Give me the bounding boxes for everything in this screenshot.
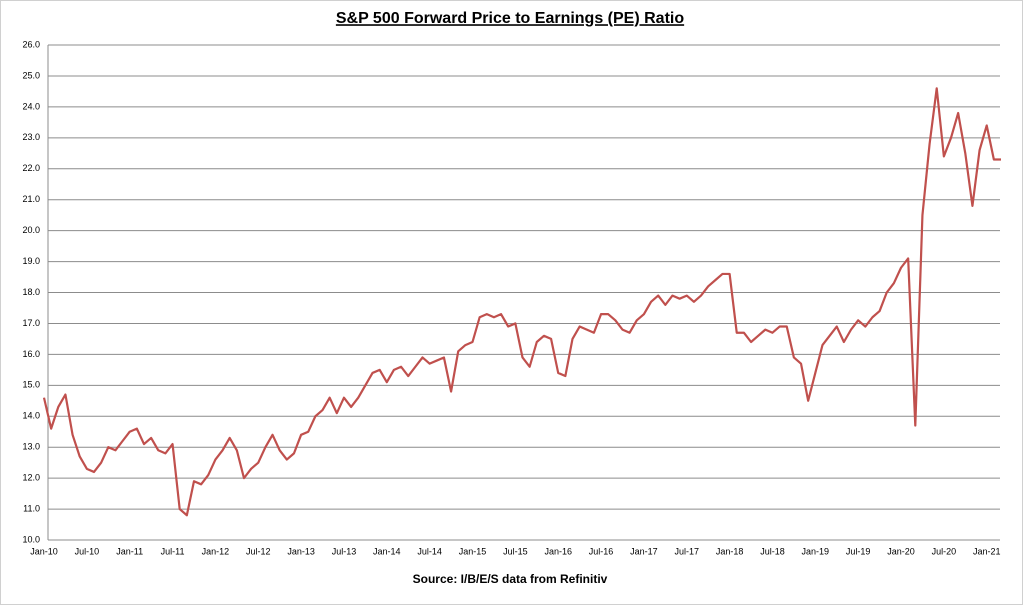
x-tick-label: Jul-15 (503, 546, 528, 556)
y-tick-label: 26.0 (22, 39, 40, 49)
x-tick-label: Jul-16 (589, 546, 614, 556)
x-tick-label: Jul-18 (760, 546, 785, 556)
x-tick-label: Jul-12 (246, 546, 271, 556)
pe-ratio-line (42, 87, 1001, 517)
y-tick-label: 18.0 (22, 287, 40, 297)
x-tick-label: Jan-15 (459, 546, 487, 556)
y-tick-label: 13.0 (22, 442, 40, 452)
y-tick-label: 24.0 (22, 101, 40, 111)
x-tick-label: Jan-11 (116, 546, 143, 556)
y-tick-label: 20.0 (22, 225, 40, 235)
y-tick-label: 22.0 (22, 163, 40, 173)
x-tick-label: Jan-14 (373, 546, 401, 556)
y-tick-label: 12.0 (22, 473, 40, 483)
x-tick-label: Jul-11 (161, 546, 185, 556)
y-tick-label: 15.0 (22, 380, 40, 390)
source-note: Source: I/B/E/S data from Refinitiv (413, 572, 608, 586)
x-tick-label: Jul-19 (846, 546, 871, 556)
y-tick-label: 17.0 (22, 318, 40, 328)
x-tick-label: Jan-16 (544, 546, 572, 556)
x-tick-label: Jul-13 (332, 546, 357, 556)
x-tick-label: Jan-19 (802, 546, 830, 556)
x-tick-label: Jan-12 (202, 546, 230, 556)
y-tick-label: 11.0 (23, 503, 40, 513)
x-tick-label: Jul-20 (932, 546, 957, 556)
y-tick-label: 16.0 (22, 349, 40, 359)
x-tick-label: Jan-10 (30, 546, 58, 556)
x-tick-label: Jul-14 (417, 546, 442, 556)
y-tick-label: 25.0 (22, 70, 40, 80)
y-tick-label: 23.0 (22, 132, 40, 142)
x-tick-label: Jan-20 (887, 546, 915, 556)
x-tick-label: Jan-17 (630, 546, 658, 556)
x-tick-label: Jul-17 (675, 546, 700, 556)
chart-title: S&P 500 Forward Price to Earnings (PE) R… (336, 10, 684, 27)
x-tick-label: Jan-18 (716, 546, 744, 556)
x-tick-label: Jul-10 (75, 546, 100, 556)
y-tick-label: 10.0 (22, 534, 40, 544)
x-tick-label: Jan-13 (287, 546, 315, 556)
y-tick-label: 14.0 (22, 411, 40, 421)
y-tick-label: 21.0 (22, 194, 40, 204)
y-tick-label: 19.0 (22, 256, 40, 266)
x-tick-label: Jan-21 (973, 546, 1001, 556)
